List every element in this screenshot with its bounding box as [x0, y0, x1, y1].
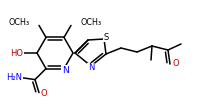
Text: O: O — [173, 59, 179, 68]
Text: OCH₃: OCH₃ — [80, 18, 101, 27]
Text: H₂N: H₂N — [6, 73, 22, 82]
Text: OCH₃: OCH₃ — [9, 18, 30, 27]
Text: N: N — [62, 66, 68, 75]
Text: S: S — [103, 33, 109, 42]
Text: O: O — [41, 89, 47, 98]
Text: HO: HO — [10, 49, 24, 57]
Text: N: N — [88, 63, 94, 72]
